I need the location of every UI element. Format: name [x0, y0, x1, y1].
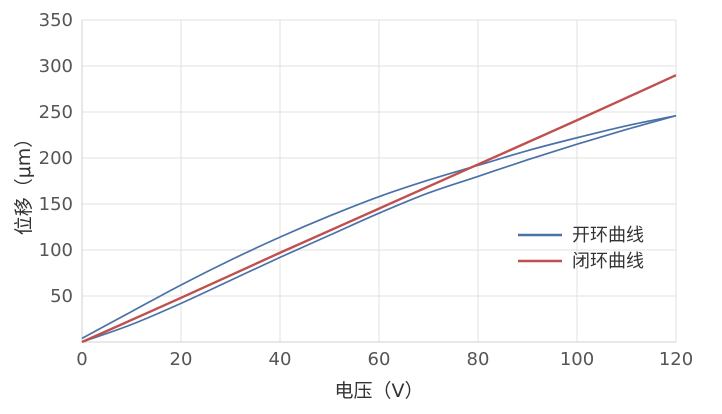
closed-loop-curve	[81, 74, 677, 344]
y-axis-label: 位移（μm）	[13, 129, 35, 236]
ticks: 50 100 150 200 250 300 350 0 20 40 60 80 100 120	[39, 10, 694, 370]
y-tick-label: 200	[39, 148, 73, 169]
series-group	[81, 74, 677, 344]
y-tick-label: 100	[39, 240, 73, 261]
y-tick-label: 50	[50, 286, 73, 307]
x-tick-label: 40	[269, 349, 292, 370]
open-loop-curve-lower	[81, 114, 677, 343]
x-tick-label: 100	[560, 349, 594, 370]
x-tick-label: 80	[467, 349, 490, 370]
legend-label: 开环曲线	[572, 225, 644, 246]
x-tick-label: 120	[659, 349, 693, 370]
y-tick-label: 350	[39, 10, 73, 31]
grid	[81, 19, 677, 343]
x-tick-label: 0	[76, 349, 87, 370]
y-tick-label: 250	[39, 102, 73, 123]
x-axis-label: 电压（V）	[335, 380, 424, 402]
x-tick-label: 20	[170, 349, 193, 370]
x-tick-label: 60	[368, 349, 391, 370]
open-loop-curve-upper	[81, 114, 677, 340]
y-tick-label: 300	[39, 56, 73, 77]
y-tick-label: 150	[39, 194, 73, 215]
legend-label: 闭环曲线	[572, 251, 644, 272]
